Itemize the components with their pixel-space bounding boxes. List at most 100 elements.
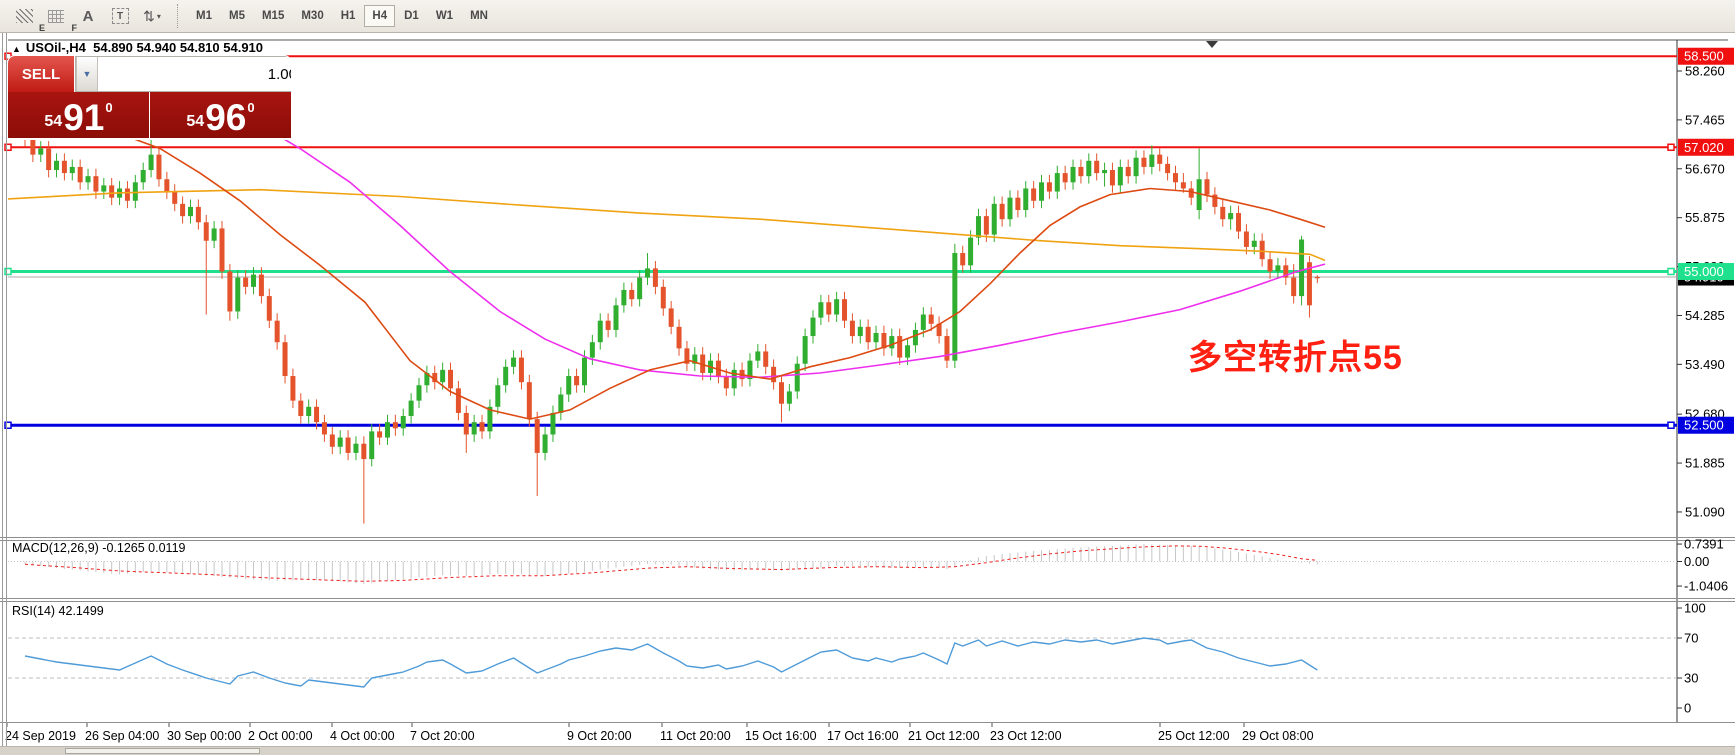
toolbar-separator [177, 4, 179, 28]
svg-text:57.020: 57.020 [1684, 140, 1724, 155]
svg-text:29 Oct 08:00: 29 Oct 08:00 [1242, 729, 1314, 743]
volume-decrease-button[interactable]: ▼ [76, 57, 98, 91]
svg-text:57.465: 57.465 [1685, 112, 1725, 127]
ma-slow-orange [7, 188, 1326, 262]
ma-fast-vermilion [117, 132, 1326, 420]
macd-axis: 0.7391 0.00 -1.0406 [1677, 537, 1728, 594]
macd-panel [8, 544, 1677, 584]
window-border-line [6, 33, 7, 747]
hline-handles[interactable] [4, 52, 1675, 429]
date-axis[interactable]: 24 Sep 2019 26 Sep 04:00 30 Sep 00:00 2 Oct… [5, 723, 1314, 743]
svg-text:26 Sep 04:00: 26 Sep 04:00 [85, 729, 159, 743]
svg-text:51.090: 51.090 [1685, 504, 1725, 519]
rsi-line [24, 637, 1318, 688]
svg-text:0.7391: 0.7391 [1684, 537, 1724, 552]
chart-title-symbol: USOil-,H4 [25, 40, 86, 55]
scrollbar-thumb[interactable] [65, 748, 260, 754]
collapse-triangle-icon: ▲ [12, 44, 21, 54]
sell-price-sup: 0 [105, 100, 113, 115]
svg-text:53.490: 53.490 [1685, 357, 1725, 372]
svg-text:58.500: 58.500 [1684, 49, 1724, 64]
macd-label: MACD(12,26,9) -0.1265 0.0119 [12, 541, 186, 555]
buy-price-display[interactable]: 54 96 0 [150, 92, 291, 138]
rsi-panel [8, 637, 1677, 688]
sell-price-big: 91 [63, 97, 105, 139]
svg-text:24 Sep 2019: 24 Sep 2019 [5, 729, 76, 743]
text-label-tool-button[interactable]: A [72, 3, 104, 29]
rsi-label: RSI(14) 42.1499 [12, 604, 104, 618]
timeframe-button-M1[interactable]: M1 [196, 10, 212, 22]
timeframe-button-M15[interactable]: M15 [261, 10, 285, 22]
moving-averages-layer [7, 117, 1326, 420]
svg-text:100: 100 [1684, 601, 1706, 616]
toolbar: E F A T ⇅ ▾ M1 M5 M15 M30 H1 H4 D1 W1 MN [0, 0, 1735, 33]
svg-text:-1.0406: -1.0406 [1684, 579, 1728, 594]
rsi-axis: 100 70 30 0 [1677, 601, 1706, 716]
candlesticks-layer [22, 122, 1320, 524]
svg-text:21 Oct 12:00: 21 Oct 12:00 [908, 729, 980, 743]
one-click-trading-panel: SELL ▼ ▲ BUY 54 91 0 54 96 0 [8, 56, 291, 139]
svg-text:4 Oct 00:00: 4 Oct 00:00 [330, 729, 395, 743]
timeframe-button-MN[interactable]: MN [470, 10, 488, 22]
price-badge: 58.500 [1678, 47, 1734, 65]
sort-arrows-tool-button[interactable]: ⇅ ▾ [136, 3, 168, 29]
price-badge: 52.500 [1678, 416, 1734, 434]
sell-price-display[interactable]: 54 91 0 [8, 92, 149, 138]
buy-price-base: 54 [186, 113, 205, 130]
svg-text:51.885: 51.885 [1685, 456, 1725, 471]
chart-title: ▲ USOil-,H4 54.890 54.940 54.810 54.910 [12, 40, 263, 55]
chevron-down-icon: ▾ [156, 11, 161, 21]
grid-icon [48, 9, 64, 23]
svg-text:9 Oct 20:00: 9 Oct 20:00 [567, 729, 632, 743]
svg-text:30 Sep 00:00: 30 Sep 00:00 [167, 729, 241, 743]
chart-title-ohlc: 54.890 54.940 54.810 54.910 [93, 40, 264, 55]
svg-text:55.875: 55.875 [1685, 210, 1725, 225]
timeframe-button-H1[interactable]: H1 [340, 10, 356, 22]
svg-text:52.500: 52.500 [1684, 418, 1724, 433]
horizontal-scrollbar[interactable] [0, 746, 1735, 755]
buy-price-sup: 0 [247, 100, 255, 115]
hatch-icon-letter: E [38, 23, 45, 33]
timeframe-button-M30[interactable]: M30 [301, 10, 324, 22]
svg-text:30: 30 [1684, 671, 1698, 686]
svg-text:0: 0 [1684, 701, 1691, 716]
grid-icon-letter: F [71, 23, 78, 33]
sort-arrows-icon: ⇅ [143, 7, 155, 24]
sell-button[interactable]: SELL [8, 56, 74, 92]
svg-text:54.285: 54.285 [1685, 308, 1725, 323]
buy-price-big: 96 [205, 97, 247, 139]
svg-text:70: 70 [1684, 631, 1698, 646]
timeframe-button-M5[interactable]: M5 [228, 10, 245, 22]
svg-text:2 Oct 00:00: 2 Oct 00:00 [248, 729, 313, 743]
price-badge: 55.000 [1678, 262, 1734, 280]
timeframe-button-H4[interactable]: H4 [364, 5, 396, 27]
svg-text:25 Oct 12:00: 25 Oct 12:00 [1158, 729, 1230, 743]
price-axis[interactable]: 58.26057.46556.67055.87555.08054.28553.4… [1677, 64, 1725, 520]
chart-shift-marker [1206, 41, 1218, 48]
chart-text-annotation[interactable]: 多空转折点55 [1188, 339, 1403, 377]
hatch-icon [15, 9, 33, 23]
svg-text:11 Oct 20:00: 11 Oct 20:00 [660, 729, 731, 743]
volume-input[interactable] [98, 57, 291, 91]
timeframe-button-W1[interactable]: W1 [435, 10, 454, 22]
volume-control: ▼ ▲ [75, 56, 291, 92]
letter-a-icon: A [82, 7, 94, 25]
svg-text:7 Oct 20:00: 7 Oct 20:00 [410, 729, 475, 743]
svg-text:17 Oct 16:00: 17 Oct 16:00 [827, 729, 899, 743]
timeframe-button-D1[interactable]: D1 [404, 10, 419, 22]
sell-price-base: 54 [44, 113, 63, 130]
grid-pattern-tool-button[interactable]: F [40, 3, 77, 33]
price-badge: 57.020 [1678, 138, 1734, 156]
hatch-pattern-tool-button[interactable]: E [8, 3, 45, 33]
panel-frames [0, 39, 1735, 723]
horizontal-line-objects[interactable] [8, 55, 1677, 427]
timeframe-group: M1 M5 M15 M30 H1 H4 D1 W1 MN [188, 5, 496, 27]
svg-text:56.670: 56.670 [1685, 161, 1725, 176]
boxed-t-icon: T [111, 8, 129, 24]
chart-shift-marker-icon [1206, 41, 1218, 48]
window-border-line [2, 33, 3, 747]
svg-text:58.260: 58.260 [1685, 64, 1725, 79]
textbox-tool-button[interactable]: T [104, 3, 136, 29]
